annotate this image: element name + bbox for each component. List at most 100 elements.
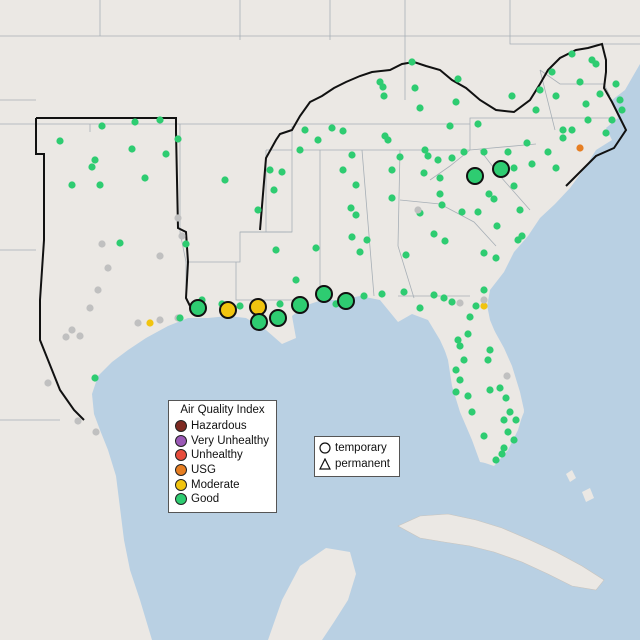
monitor-dot[interactable] — [434, 156, 442, 164]
monitor-dot[interactable] — [480, 302, 488, 310]
monitor-dot[interactable] — [452, 388, 460, 396]
monitor-dot[interactable] — [92, 428, 100, 436]
monitor-dot[interactable] — [156, 316, 164, 324]
monitor-dot[interactable] — [464, 330, 472, 338]
monitor-dot[interactable] — [480, 432, 488, 440]
monitor-dot[interactable] — [91, 156, 99, 164]
monitor-dot[interactable] — [438, 201, 446, 209]
monitor-dot[interactable] — [414, 206, 422, 214]
monitor-dot[interactable] — [416, 104, 424, 112]
monitor-dot[interactable] — [292, 276, 300, 284]
monitor-dot[interactable] — [508, 92, 516, 100]
monitor-dot[interactable] — [352, 211, 360, 219]
monitor-dot[interactable] — [131, 118, 139, 126]
monitor-dot[interactable] — [504, 428, 512, 436]
monitor-dot[interactable] — [584, 116, 592, 124]
monitor-dot[interactable] — [454, 336, 462, 344]
monitor-dot[interactable] — [76, 332, 84, 340]
monitor-dot[interactable] — [559, 134, 567, 142]
monitor-dot[interactable] — [500, 444, 508, 452]
monitor-dot[interactable] — [380, 92, 388, 100]
monitor-dot[interactable] — [178, 232, 186, 240]
monitor-dot[interactable] — [480, 286, 488, 294]
monitor-dot[interactable] — [576, 144, 584, 152]
monitor-dot[interactable] — [504, 148, 512, 156]
monitor-dot[interactable] — [416, 304, 424, 312]
monitor-dot[interactable] — [468, 408, 476, 416]
monitor-dot[interactable] — [134, 319, 142, 327]
monitor-dot[interactable] — [430, 230, 438, 238]
monitor-dot[interactable] — [576, 78, 584, 86]
monitor-dot[interactable] — [506, 408, 514, 416]
monitor-dot[interactable] — [68, 181, 76, 189]
monitor-dot[interactable] — [348, 233, 356, 241]
monitor-dot[interactable] — [408, 58, 416, 66]
monitor-dot[interactable] — [516, 206, 524, 214]
monitor-dot[interactable] — [221, 176, 229, 184]
temporary-monitor[interactable] — [337, 292, 355, 310]
monitor-dot[interactable] — [276, 300, 284, 308]
temporary-monitor[interactable] — [466, 167, 484, 185]
monitor-dot[interactable] — [452, 98, 460, 106]
monitor-dot[interactable] — [536, 86, 544, 94]
monitor-dot[interactable] — [182, 240, 190, 248]
monitor-dot[interactable] — [559, 126, 567, 134]
monitor-dot[interactable] — [56, 137, 64, 145]
monitor-dot[interactable] — [608, 116, 616, 124]
monitor-dot[interactable] — [500, 416, 508, 424]
monitor-dot[interactable] — [548, 68, 556, 76]
monitor-dot[interactable] — [339, 127, 347, 135]
monitor-dot[interactable] — [441, 237, 449, 245]
monitor-dot[interactable] — [472, 302, 480, 310]
monitor-dot[interactable] — [98, 240, 106, 248]
monitor-dot[interactable] — [496, 384, 504, 392]
monitor-dot[interactable] — [86, 304, 94, 312]
monitor-dot[interactable] — [378, 290, 386, 298]
monitor-dot[interactable] — [464, 392, 472, 400]
monitor-dot[interactable] — [512, 416, 520, 424]
monitor-dot[interactable] — [402, 251, 410, 259]
monitor-dot[interactable] — [612, 80, 620, 88]
monitor-dot[interactable] — [456, 376, 464, 384]
monitor-dot[interactable] — [454, 75, 462, 83]
monitor-dot[interactable] — [466, 313, 474, 321]
monitor-dot[interactable] — [96, 181, 104, 189]
monitor-dot[interactable] — [436, 174, 444, 182]
monitor-dot[interactable] — [486, 386, 494, 394]
monitor-dot[interactable] — [312, 244, 320, 252]
monitor-dot[interactable] — [146, 319, 154, 327]
monitor-dot[interactable] — [352, 181, 360, 189]
monitor-dot[interactable] — [68, 326, 76, 334]
monitor-dot[interactable] — [493, 222, 501, 230]
monitor-dot[interactable] — [430, 291, 438, 299]
monitor-dot[interactable] — [176, 314, 184, 322]
monitor-dot[interactable] — [411, 84, 419, 92]
monitor-dot[interactable] — [490, 195, 498, 203]
monitor-dot[interactable] — [492, 254, 500, 262]
monitor-dot[interactable] — [460, 148, 468, 156]
monitor-dot[interactable] — [141, 174, 149, 182]
monitor-dot[interactable] — [270, 186, 278, 194]
monitor-dot[interactable] — [379, 83, 387, 91]
monitor-dot[interactable] — [523, 139, 531, 147]
temporary-monitor[interactable] — [291, 296, 309, 314]
temporary-monitor[interactable] — [269, 309, 287, 327]
monitor-dot[interactable] — [356, 248, 364, 256]
monitor-dot[interactable] — [518, 232, 526, 240]
monitor-dot[interactable] — [582, 100, 590, 108]
monitor-dot[interactable] — [421, 146, 429, 154]
monitor-dot[interactable] — [363, 236, 371, 244]
monitor-dot[interactable] — [156, 252, 164, 260]
monitor-dot[interactable] — [486, 346, 494, 354]
monitor-dot[interactable] — [456, 342, 464, 350]
monitor-dot[interactable] — [544, 148, 552, 156]
monitor-dot[interactable] — [74, 417, 82, 425]
monitor-dot[interactable] — [420, 169, 428, 177]
monitor-dot[interactable] — [502, 394, 510, 402]
monitor-dot[interactable] — [436, 190, 444, 198]
monitor-dot[interactable] — [360, 292, 368, 300]
monitor-dot[interactable] — [503, 372, 511, 380]
monitor-dot[interactable] — [94, 286, 102, 294]
monitor-dot[interactable] — [596, 90, 604, 98]
